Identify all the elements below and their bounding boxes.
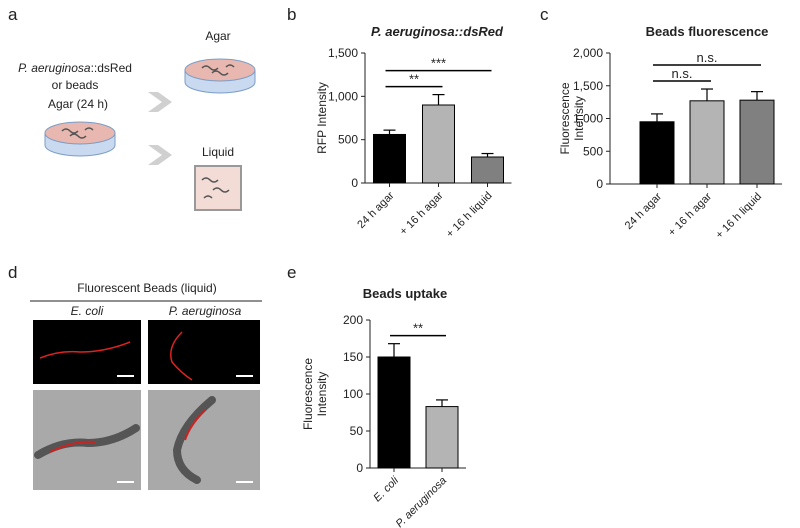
start-label: Agar (24 h) <box>48 97 108 111</box>
micrograph-title: Fluorescent Beads (liquid) <box>77 281 216 295</box>
panel-label: e <box>287 263 296 282</box>
liquid-label: Liquid <box>202 145 234 159</box>
y-axis-label: RFP Intensity <box>315 82 329 154</box>
x-tick-label: + 16 h liquid <box>713 191 764 242</box>
y-tick-label: 0 <box>351 176 358 190</box>
bar <box>739 99 775 185</box>
label: ::dsRed <box>91 61 132 75</box>
micrographs: Fluorescent Beads (liquid) E. coli P. ae… <box>30 281 262 490</box>
diagram: P. aeruginosa::dsRed or beads Agar (24 h… <box>18 29 256 211</box>
error-bar <box>436 399 448 407</box>
panel-label: c <box>540 5 549 24</box>
panel-label: b <box>287 5 296 24</box>
x-tick-label: + 16 h agar <box>398 189 446 237</box>
y-tick-label: 150 <box>343 350 363 364</box>
y-tick-label: 1,000 <box>573 112 603 126</box>
agar-label: Agar <box>205 29 230 43</box>
panel-label: d <box>8 263 17 282</box>
error-bar <box>432 93 445 105</box>
source-text: or beads <box>52 78 99 92</box>
species: P. aeruginosa <box>18 61 91 75</box>
well <box>194 165 242 211</box>
x-tick-label: P. aeruginosa <box>394 475 449 528</box>
arrow <box>148 145 172 165</box>
y-axis-label: Fluorescence <box>558 82 572 154</box>
dish <box>184 58 256 94</box>
bar <box>373 133 406 184</box>
bar <box>425 406 459 469</box>
worm <box>39 341 131 359</box>
worm <box>34 424 140 459</box>
worm <box>172 396 216 484</box>
error-bar <box>388 343 400 357</box>
y-tick-label: 2,000 <box>573 46 603 60</box>
source-text: P. aeruginosa::dsRed <box>18 61 132 75</box>
bar <box>422 104 455 184</box>
x-tick-label: + 16 h liquid <box>444 190 495 241</box>
worm <box>170 331 193 381</box>
error-bar <box>701 88 713 101</box>
significance-label: n.s. <box>697 50 718 65</box>
column-label: P. aeruginosa <box>169 304 242 318</box>
x-tick-label: E. coli <box>371 474 401 504</box>
dish <box>44 121 116 157</box>
scale-bars <box>117 375 253 483</box>
y-tick-label: 0 <box>356 461 363 475</box>
significance-label: n.s. <box>672 66 693 81</box>
bar <box>689 100 725 185</box>
worm <box>184 409 206 441</box>
y-tick-label: 500 <box>338 133 358 147</box>
y-axis-label: Intensity <box>315 372 329 417</box>
worm <box>49 440 96 453</box>
y-tick-label: 0 <box>596 177 603 191</box>
significance-label: *** <box>431 56 446 71</box>
significance-label: ** <box>409 72 419 87</box>
y-axis-label: Fluorescence <box>301 358 315 430</box>
chart-title: P. aeruginosa::dsRed <box>371 24 504 39</box>
bar <box>471 156 504 184</box>
y-tick-label: 1,500 <box>573 79 603 93</box>
column-label: E. coli <box>71 304 104 318</box>
y-tick-label: 1,500 <box>328 46 358 60</box>
x-tick-label: 24 h agar <box>355 189 397 231</box>
panel-label: a <box>8 5 18 24</box>
significance-label: ** <box>413 321 423 336</box>
x-tick-label: 24 h agar <box>623 190 665 232</box>
y-tick-label: 1,000 <box>328 89 358 103</box>
arrow <box>148 92 172 112</box>
error-bar <box>383 129 396 135</box>
image <box>148 320 260 384</box>
chart-title: Beads uptake <box>363 286 448 301</box>
error-bar <box>751 91 763 101</box>
x-tick-label: + 16 h agar <box>666 190 714 238</box>
error-bar <box>651 113 663 122</box>
error-bar <box>481 152 494 157</box>
y-tick-label: 500 <box>583 144 603 158</box>
panel-labels: a b c d e <box>8 5 549 282</box>
bar <box>377 356 411 469</box>
y-axis-label: Intensity <box>572 96 586 141</box>
y-tick-label: 100 <box>343 387 363 401</box>
chart-title: Beads fluorescence <box>646 24 769 39</box>
bar <box>639 121 675 185</box>
y-tick-label: 200 <box>343 313 363 327</box>
y-tick-label: 50 <box>350 424 364 438</box>
